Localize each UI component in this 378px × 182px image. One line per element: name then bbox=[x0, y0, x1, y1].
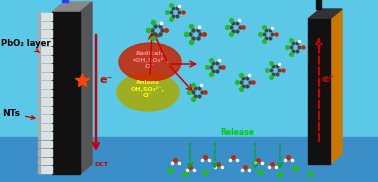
Ellipse shape bbox=[119, 43, 181, 81]
Bar bbox=[38, 115, 40, 122]
Bar bbox=[38, 124, 40, 130]
Bar bbox=[39, 167, 52, 173]
Bar bbox=[316, 0, 321, 9]
Bar bbox=[39, 56, 52, 62]
Polygon shape bbox=[80, 2, 92, 174]
Bar bbox=[39, 30, 52, 37]
Ellipse shape bbox=[117, 73, 179, 111]
Bar bbox=[38, 90, 40, 96]
Bar bbox=[62, 0, 68, 2]
Bar bbox=[39, 13, 52, 19]
Bar bbox=[38, 132, 40, 139]
Polygon shape bbox=[308, 9, 342, 19]
Bar bbox=[38, 73, 40, 79]
Bar bbox=[39, 158, 52, 165]
Bar bbox=[52, 12, 80, 174]
Bar bbox=[39, 107, 52, 113]
Bar bbox=[39, 141, 52, 147]
Bar bbox=[38, 81, 40, 88]
Bar bbox=[38, 149, 40, 156]
Bar bbox=[39, 73, 52, 79]
Bar bbox=[38, 56, 40, 62]
Bar bbox=[39, 115, 52, 122]
Bar bbox=[39, 132, 52, 139]
Bar bbox=[38, 141, 40, 147]
Bar bbox=[38, 21, 40, 28]
Text: Anions
OH,SO₄²⁻,
Cl⁻: Anions OH,SO₄²⁻, Cl⁻ bbox=[131, 80, 165, 98]
Bar bbox=[39, 64, 52, 71]
Text: e⁻: e⁻ bbox=[99, 75, 112, 85]
Bar bbox=[38, 47, 40, 54]
Bar bbox=[39, 98, 52, 105]
Polygon shape bbox=[330, 9, 342, 164]
Bar bbox=[38, 167, 40, 173]
Text: e⁻: e⁻ bbox=[322, 74, 335, 84]
Text: DCT: DCT bbox=[94, 162, 108, 167]
Bar bbox=[39, 90, 52, 96]
Polygon shape bbox=[52, 2, 92, 12]
Bar bbox=[38, 30, 40, 37]
Bar bbox=[38, 39, 40, 45]
Bar bbox=[308, 19, 330, 164]
Bar bbox=[39, 81, 52, 88]
Bar bbox=[38, 64, 40, 71]
Bar bbox=[38, 13, 40, 19]
Bar bbox=[38, 98, 40, 105]
Text: Release: Release bbox=[220, 128, 254, 137]
Text: Radicals
•OH,SO₄²⁻,
Cl⁻: Radicals •OH,SO₄²⁻, Cl⁻ bbox=[131, 51, 169, 69]
Bar bbox=[39, 124, 52, 130]
Text: NTs: NTs bbox=[2, 109, 35, 119]
Bar bbox=[38, 158, 40, 165]
Bar bbox=[39, 149, 52, 156]
Bar bbox=[39, 47, 52, 54]
Bar bbox=[39, 21, 52, 28]
Bar bbox=[39, 39, 52, 45]
Text: PbO₂ layer: PbO₂ layer bbox=[1, 39, 51, 52]
Bar bbox=[0, 137, 378, 182]
Bar bbox=[38, 107, 40, 113]
